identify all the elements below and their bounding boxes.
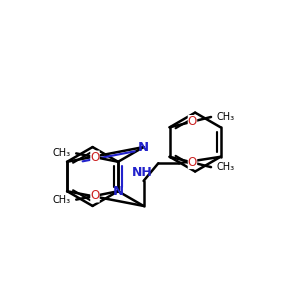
Text: CH₃: CH₃ — [216, 163, 234, 172]
Text: O: O — [90, 151, 100, 164]
Text: CH₃: CH₃ — [216, 112, 234, 122]
Text: O: O — [188, 115, 197, 128]
Text: NH: NH — [132, 167, 152, 179]
Text: O: O — [90, 189, 100, 202]
Text: O: O — [188, 156, 197, 169]
Text: CH₃: CH₃ — [53, 148, 71, 158]
Text: N: N — [112, 185, 124, 198]
Text: CH₃: CH₃ — [53, 195, 71, 205]
Text: N: N — [138, 141, 149, 154]
